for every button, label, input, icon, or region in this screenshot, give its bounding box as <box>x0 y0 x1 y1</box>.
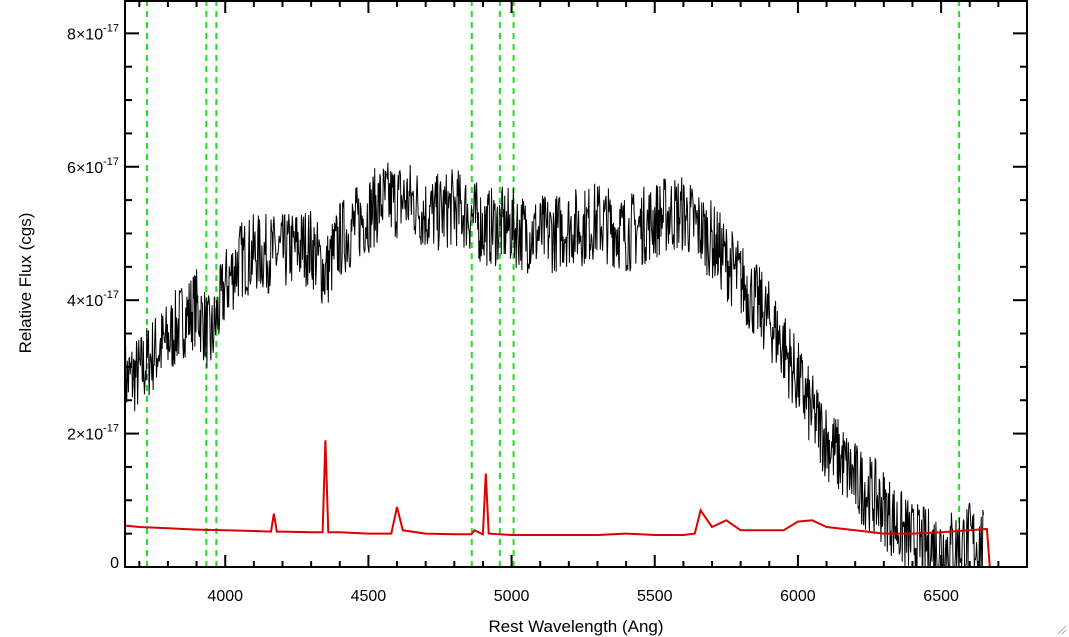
y-tick-label: 4×10-17 <box>67 289 119 310</box>
x-tick-label: 5500 <box>637 588 673 605</box>
y-axis-label: Relative Flux (cgs) <box>16 213 35 354</box>
x-tick-label: 4000 <box>207 588 243 605</box>
y-tick-label: 2×10-17 <box>67 423 119 444</box>
spectrum-series <box>124 162 991 568</box>
plot-frame <box>124 0 1028 568</box>
y-tick-label: 6×10-17 <box>67 156 119 177</box>
x-tick-label: 6500 <box>923 588 959 605</box>
observed-spectrum-line <box>124 162 984 568</box>
x-tick-labels: 4000 4500 5000 5500 6000 6500 <box>207 588 959 605</box>
model-spectrum-line <box>124 440 991 568</box>
axis-ticks <box>125 0 1028 568</box>
x-axis-label: Rest Wavelength (Ang) <box>488 617 663 636</box>
x-tick-label: 6000 <box>780 588 816 605</box>
y-tick-label: 8×10-17 <box>67 22 119 43</box>
y-tick-label: 0 <box>110 555 119 572</box>
resize-grip-icon[interactable] <box>1055 623 1067 635</box>
x-tick-label: 4500 <box>351 588 387 605</box>
x-tick-label: 5000 <box>494 588 530 605</box>
y-tick-labels: 0 2×10-17 4×10-17 6×10-17 8×10-17 <box>67 22 119 572</box>
